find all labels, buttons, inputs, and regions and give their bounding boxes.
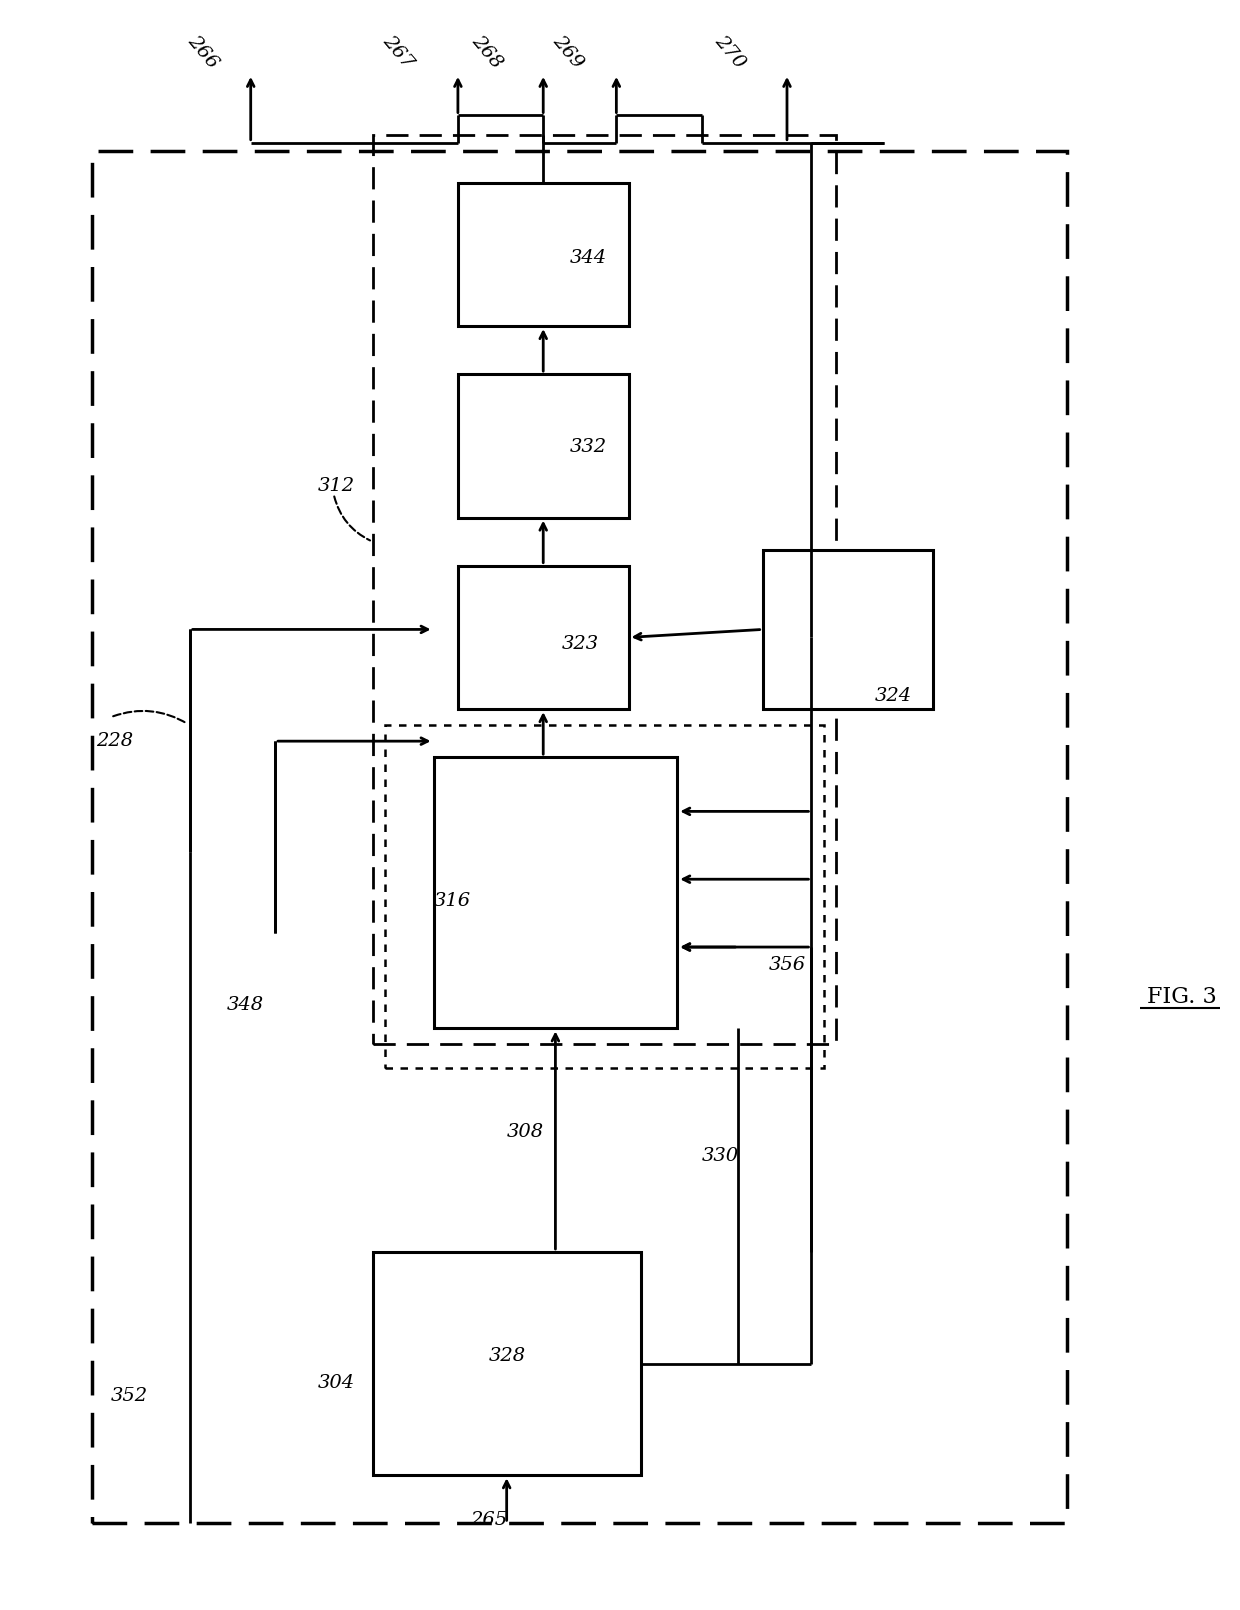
Text: 304: 304 [317, 1373, 355, 1391]
Text: 332: 332 [570, 438, 608, 457]
Text: 324: 324 [874, 687, 911, 705]
Text: 348: 348 [227, 995, 263, 1014]
Text: 356: 356 [769, 956, 806, 974]
Bar [458, 182, 629, 327]
Text: 228: 228 [95, 733, 133, 750]
Text: 330: 330 [702, 1148, 739, 1166]
Bar [434, 757, 677, 1029]
Text: 328: 328 [489, 1346, 526, 1365]
Text: 316: 316 [434, 892, 471, 910]
Bar [92, 151, 1068, 1523]
Text: 267: 267 [378, 32, 417, 71]
Text: 308: 308 [507, 1124, 544, 1141]
Text: FIG. 3: FIG. 3 [1147, 985, 1216, 1008]
Text: 323: 323 [562, 634, 599, 652]
Text: 269: 269 [549, 32, 587, 71]
Bar [372, 135, 836, 1045]
Text: 266: 266 [184, 32, 221, 71]
Bar [372, 1253, 641, 1475]
Text: 265: 265 [470, 1512, 507, 1530]
Bar [763, 549, 934, 710]
Text: 268: 268 [467, 32, 506, 71]
Text: 352: 352 [110, 1386, 148, 1404]
Bar [458, 565, 629, 710]
Bar [384, 724, 823, 1069]
Text: 312: 312 [317, 477, 355, 494]
Text: 270: 270 [712, 32, 749, 71]
Text: 344: 344 [570, 248, 608, 267]
Bar [458, 374, 629, 518]
